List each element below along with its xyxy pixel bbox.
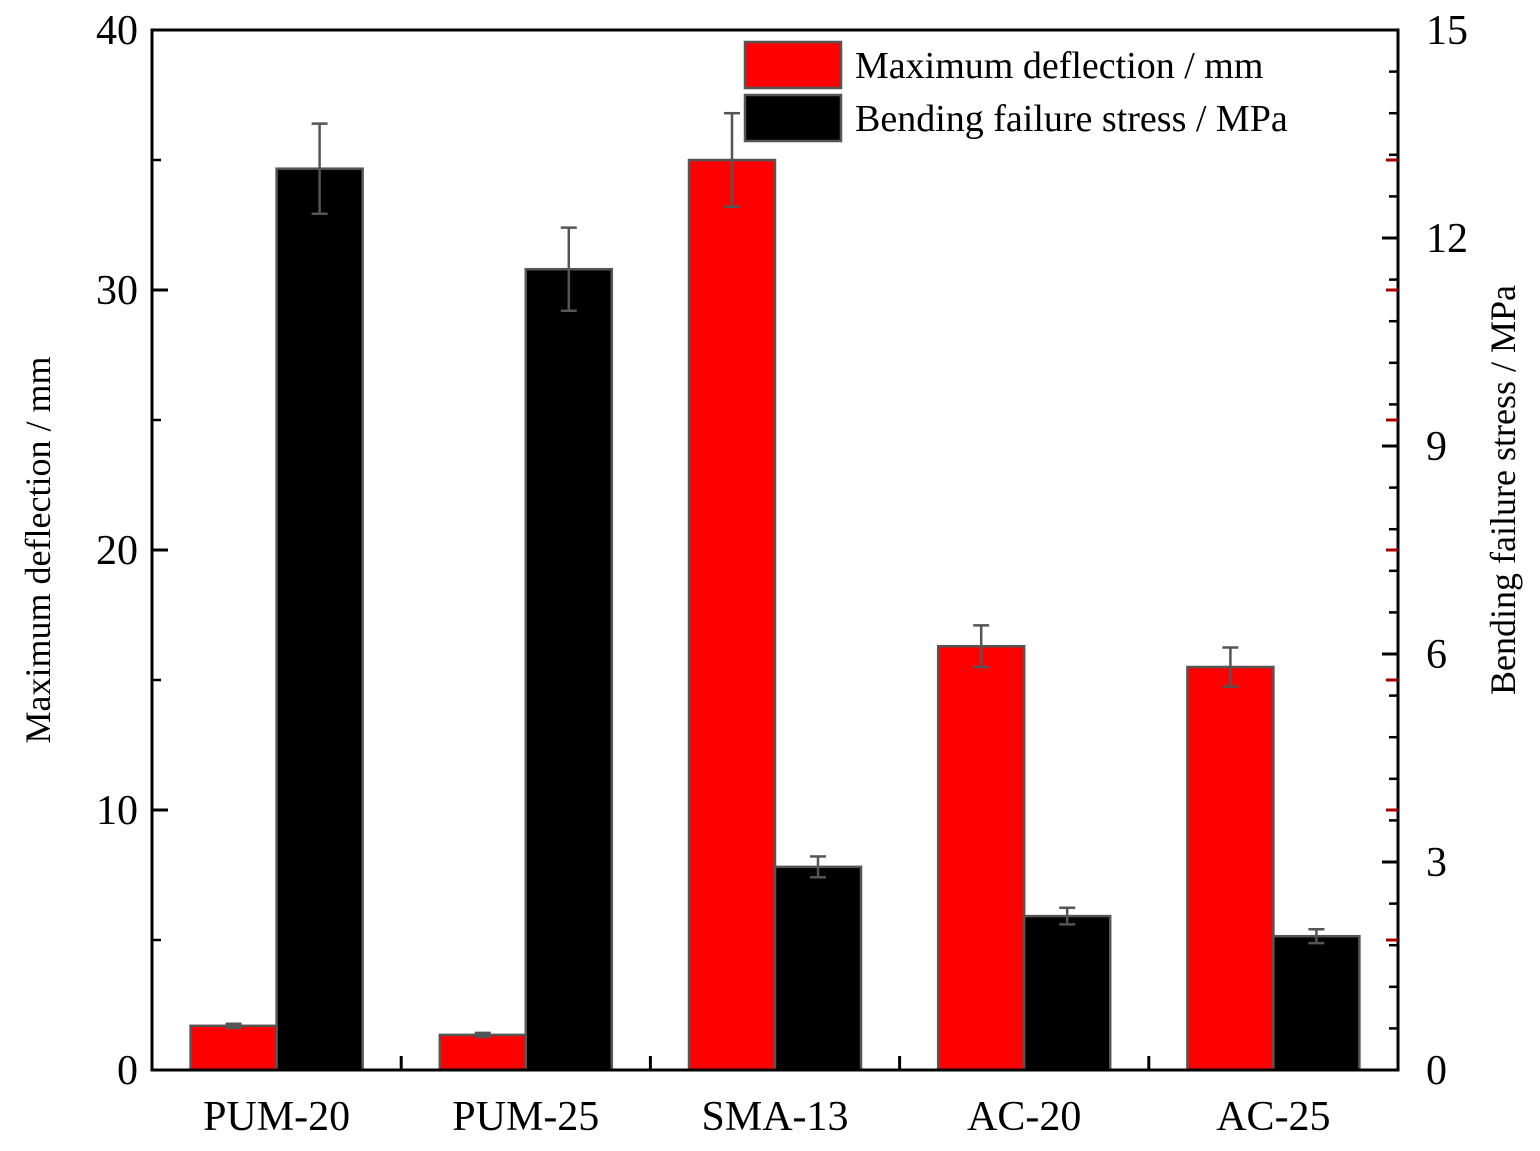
legend-label-stress: Bending failure stress / MPa — [855, 98, 1288, 140]
legend-label-deflection: Maximum deflection / mm — [855, 45, 1263, 87]
bar-stress-ac-25 — [1272, 934, 1361, 1072]
x-tick-label-sma-13: SMA-13 — [701, 1094, 848, 1140]
y-left-tick-label: 20 — [96, 528, 138, 574]
bar-deflection-ac-20 — [936, 644, 1026, 1072]
bar-stress-pum-25 — [524, 267, 614, 1072]
x-tick-label-ac-25: AC-25 — [1216, 1094, 1330, 1140]
ticks-layer: PUM-20 PUM-25 SMA-13 AC-20 AC-25 0 10 20 30 40 0 3 6… — [96, 8, 1468, 1140]
y-left-tick-label: 10 — [96, 788, 138, 834]
legend-swatch-stress — [743, 93, 843, 143]
x-tick-label-pum-20: PUM-20 — [203, 1094, 350, 1140]
bar-deflection-ac-25 — [1186, 665, 1275, 1072]
y-axis-right-title: Bending failure stress / MPa — [1483, 285, 1523, 695]
legend: Maximum deflection / mm Bending failure … — [743, 40, 1288, 143]
y-right-tick-label: 9 — [1426, 424, 1447, 470]
x-tick-label-pum-25: PUM-25 — [452, 1094, 599, 1140]
legend-swatch-deflection — [743, 40, 843, 90]
bar-stress-sma-13 — [773, 865, 863, 1072]
bar-stress-pum-20 — [275, 167, 364, 1072]
y-right-tick-label: 3 — [1426, 840, 1447, 886]
y-right-tick-label: 0 — [1426, 1048, 1447, 1094]
y-axis-left-title: Maximum deflection / mm — [18, 357, 58, 744]
y-left-tick-label: 40 — [96, 8, 138, 54]
y-left-tick-label: 0 — [117, 1048, 138, 1094]
bar-deflection-pum-25 — [438, 1033, 528, 1072]
bar-deflection-sma-13 — [687, 158, 777, 1072]
bar-stress-ac-20 — [1022, 914, 1112, 1072]
y-right-tick-label: 15 — [1426, 8, 1468, 54]
y-right-tick-label: 6 — [1426, 632, 1447, 678]
y-right-tick-label: 12 — [1426, 216, 1468, 262]
bars-layer — [189, 158, 1361, 1072]
x-tick-label-ac-20: AC-20 — [967, 1094, 1081, 1140]
error-bars-layer — [225, 111, 1325, 1039]
bar-deflection-pum-20 — [189, 1024, 278, 1072]
y-left-tick-label: 30 — [96, 268, 138, 314]
